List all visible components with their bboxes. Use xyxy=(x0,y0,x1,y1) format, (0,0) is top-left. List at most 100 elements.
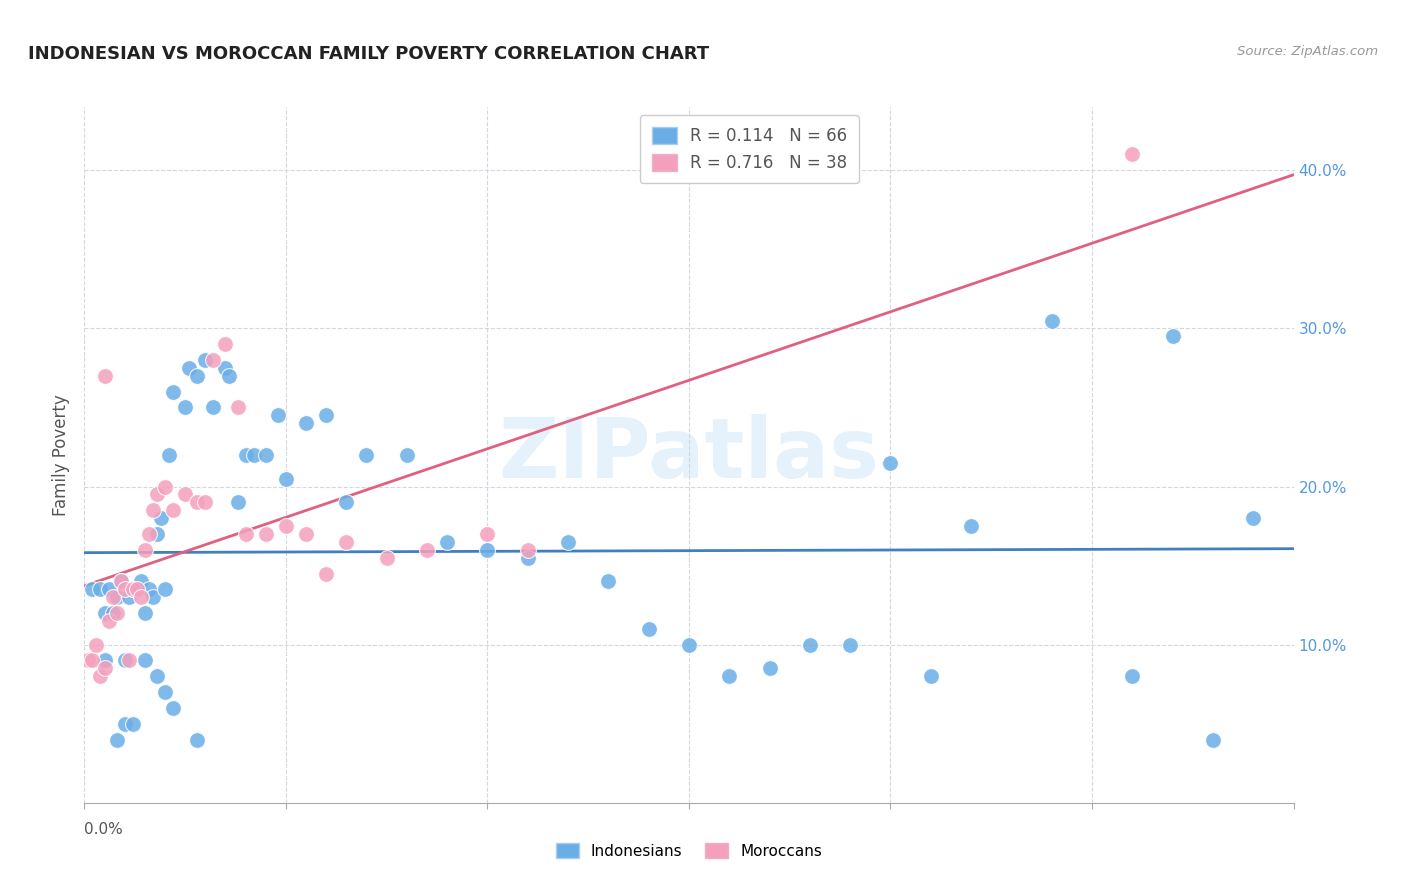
Point xyxy=(105,606,128,620)
Point xyxy=(315,409,337,423)
Point xyxy=(1161,329,1184,343)
Point xyxy=(274,472,297,486)
Point xyxy=(214,337,236,351)
Point xyxy=(598,574,620,589)
Point xyxy=(235,527,257,541)
Y-axis label: Family Poverty: Family Poverty xyxy=(52,394,70,516)
Point xyxy=(138,582,160,597)
Point xyxy=(149,511,172,525)
Point xyxy=(194,353,217,368)
Point xyxy=(82,582,104,597)
Point xyxy=(97,582,120,597)
Point xyxy=(186,495,208,509)
Point xyxy=(86,638,108,652)
Point xyxy=(274,519,297,533)
Point xyxy=(194,495,217,509)
Point xyxy=(125,582,148,597)
Point xyxy=(202,353,225,368)
Text: Source: ZipAtlas.com: Source: ZipAtlas.com xyxy=(1237,45,1378,58)
Point xyxy=(105,591,128,605)
Point xyxy=(129,591,152,605)
Point xyxy=(235,448,257,462)
Point xyxy=(93,368,115,383)
Point xyxy=(356,448,378,462)
Point xyxy=(295,527,318,541)
Point xyxy=(799,638,821,652)
Point xyxy=(335,534,357,549)
Point xyxy=(118,591,141,605)
Point xyxy=(960,519,983,533)
Point xyxy=(162,503,184,517)
Point xyxy=(242,448,264,462)
Point xyxy=(1121,669,1143,683)
Point xyxy=(134,653,156,667)
Point xyxy=(879,456,901,470)
Point xyxy=(142,591,165,605)
Point xyxy=(186,732,208,747)
Point xyxy=(1241,511,1264,525)
Text: INDONESIAN VS MOROCCAN FAMILY POVERTY CORRELATION CHART: INDONESIAN VS MOROCCAN FAMILY POVERTY CO… xyxy=(28,45,709,62)
Point xyxy=(758,661,780,675)
Point xyxy=(114,716,136,731)
Point xyxy=(516,550,538,565)
Point xyxy=(254,527,277,541)
Point xyxy=(416,542,439,557)
Point xyxy=(1121,147,1143,161)
Point xyxy=(153,479,176,493)
Point xyxy=(477,527,499,541)
Point xyxy=(477,542,499,557)
Point xyxy=(93,606,115,620)
Point xyxy=(93,661,115,675)
Point xyxy=(77,653,100,667)
Text: ZIPatlas: ZIPatlas xyxy=(499,415,879,495)
Point xyxy=(89,669,111,683)
Point xyxy=(395,448,418,462)
Point xyxy=(315,566,337,581)
Point xyxy=(839,638,862,652)
Point xyxy=(678,638,700,652)
Point xyxy=(110,574,132,589)
Point xyxy=(214,360,236,375)
Point xyxy=(146,669,169,683)
Point xyxy=(295,417,318,431)
Point xyxy=(93,653,115,667)
Point xyxy=(129,574,152,589)
Legend: Indonesians, Moroccans: Indonesians, Moroccans xyxy=(550,837,828,864)
Point xyxy=(267,409,290,423)
Point xyxy=(157,448,180,462)
Point xyxy=(121,716,143,731)
Point xyxy=(1040,313,1063,327)
Point xyxy=(202,401,225,415)
Point xyxy=(138,527,160,541)
Point xyxy=(186,368,208,383)
Point xyxy=(146,487,169,501)
Point xyxy=(218,368,240,383)
Text: 0.0%: 0.0% xyxy=(84,822,124,838)
Point xyxy=(121,582,143,597)
Point xyxy=(436,534,458,549)
Point xyxy=(226,401,249,415)
Point xyxy=(105,732,128,747)
Point xyxy=(335,495,357,509)
Point xyxy=(125,582,148,597)
Point xyxy=(516,542,538,557)
Point xyxy=(134,606,156,620)
Point xyxy=(226,495,249,509)
Point xyxy=(110,574,132,589)
Point xyxy=(920,669,942,683)
Point xyxy=(174,487,197,501)
Point xyxy=(153,582,176,597)
Point xyxy=(146,527,169,541)
Point xyxy=(134,542,156,557)
Point xyxy=(375,550,398,565)
Point xyxy=(179,360,201,375)
Point xyxy=(557,534,579,549)
Point xyxy=(254,448,277,462)
Point xyxy=(142,503,165,517)
Point xyxy=(162,384,184,399)
Point xyxy=(97,614,120,628)
Point xyxy=(162,701,184,715)
Point xyxy=(114,582,136,597)
Point xyxy=(89,582,111,597)
Point xyxy=(101,606,124,620)
